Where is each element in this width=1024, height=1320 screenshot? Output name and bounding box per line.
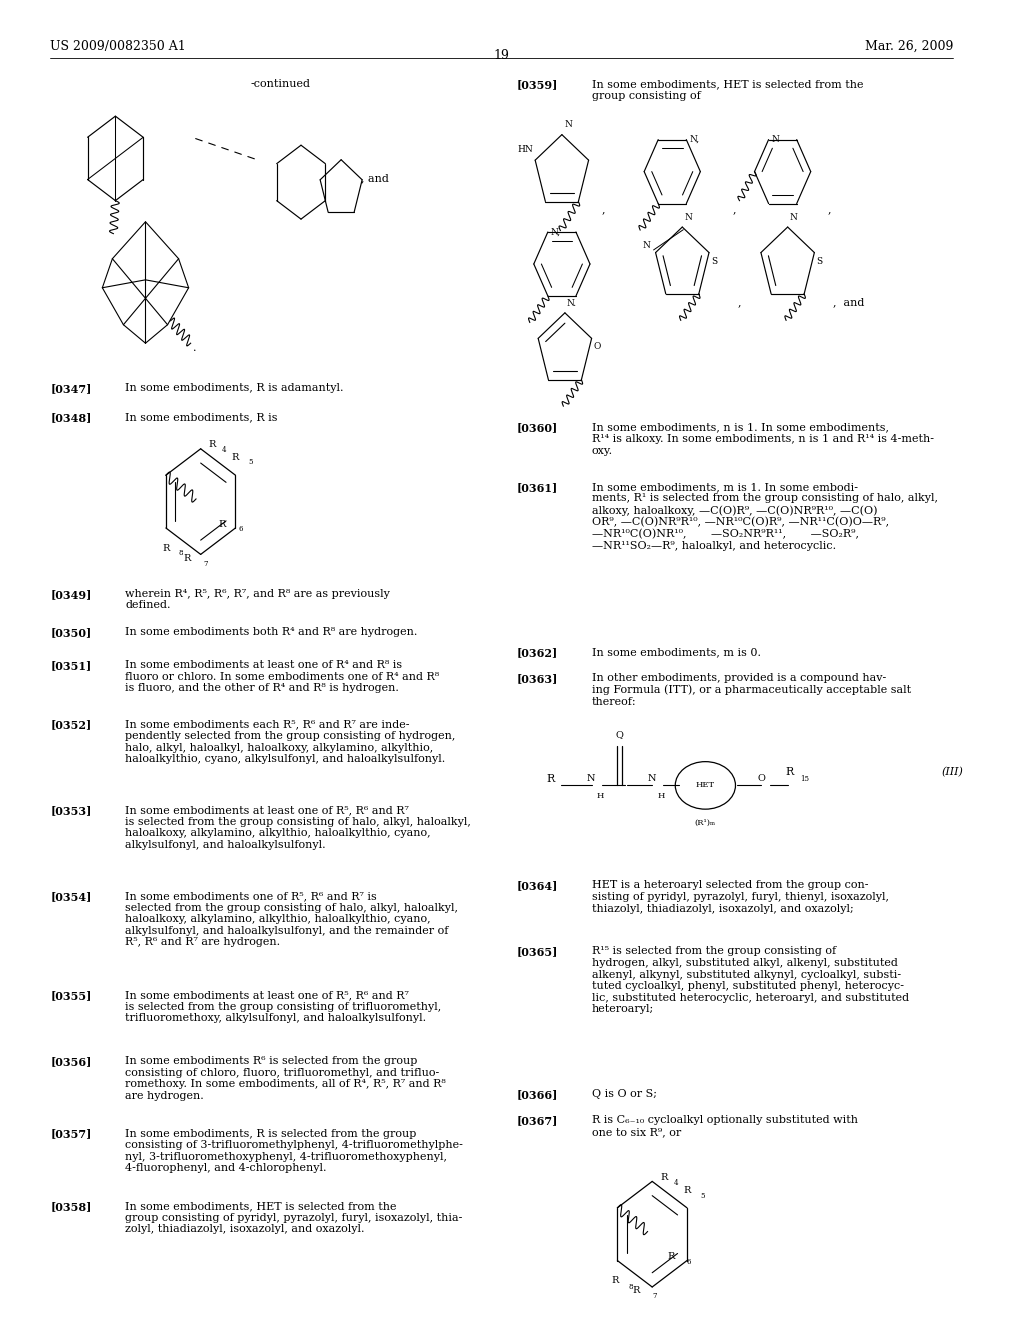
Text: [0365]: [0365] <box>517 946 558 957</box>
Text: R: R <box>218 520 225 528</box>
Text: [0358]: [0358] <box>50 1201 91 1212</box>
Text: N: N <box>684 213 692 222</box>
Text: In some embodiments, HET is selected from the
group consisting of pyridyl, pyraz: In some embodiments, HET is selected fro… <box>125 1201 463 1234</box>
Text: In some embodiments, HET is selected from the
group consisting of: In some embodiments, HET is selected fro… <box>592 79 863 100</box>
Text: [0355]: [0355] <box>50 990 91 1001</box>
Text: In other embodiments, provided is a compound hav-
ing Formula (ITT), or a pharma: In other embodiments, provided is a comp… <box>592 673 911 708</box>
Text: 4: 4 <box>222 446 226 454</box>
Text: ,: , <box>737 297 741 308</box>
Text: 19: 19 <box>494 49 510 62</box>
Text: R: R <box>231 453 240 462</box>
Text: R is C₆₋₁₀ cycloalkyl optionally substituted with
one to six R⁹, or: R is C₆₋₁₀ cycloalkyl optionally substit… <box>592 1115 858 1137</box>
Text: -continued: -continued <box>251 79 311 90</box>
Text: [0363]: [0363] <box>517 673 558 684</box>
Text: 4: 4 <box>673 1179 678 1187</box>
Text: N: N <box>587 775 596 783</box>
Text: [0350]: [0350] <box>50 627 91 638</box>
Text: N: N <box>647 775 655 783</box>
Text: In some embodiments each R⁵, R⁶ and R⁷ are inde-
pendently selected from the gro: In some embodiments each R⁵, R⁶ and R⁷ a… <box>125 719 456 764</box>
Text: [0359]: [0359] <box>517 79 558 90</box>
Text: [0366]: [0366] <box>517 1089 558 1100</box>
Text: In some embodiments one of R⁵, R⁶ and R⁷ is
selected from the group consisting o: In some embodiments one of R⁵, R⁶ and R⁷… <box>125 891 459 948</box>
Text: R: R <box>668 1253 675 1261</box>
Text: N.: N. <box>567 298 578 308</box>
Text: N: N <box>772 135 779 144</box>
Text: Mar. 26, 2009: Mar. 26, 2009 <box>865 40 953 53</box>
Text: [0367]: [0367] <box>517 1115 558 1126</box>
Text: In some embodiments at least one of R⁵, R⁶ and R⁷
is selected from the group con: In some embodiments at least one of R⁵, … <box>125 805 471 850</box>
Text: Q: Q <box>615 730 623 739</box>
Text: [0361]: [0361] <box>517 482 558 492</box>
Text: , and: , and <box>361 173 389 183</box>
Text: 8: 8 <box>629 1283 633 1291</box>
Text: R: R <box>660 1173 668 1181</box>
Text: [0364]: [0364] <box>517 880 558 891</box>
Text: N: N <box>565 120 572 129</box>
Text: ,  and: , and <box>833 297 864 308</box>
Text: [0354]: [0354] <box>50 891 91 902</box>
Text: [0351]: [0351] <box>50 660 91 671</box>
Text: N,: N, <box>551 227 561 236</box>
Text: 6: 6 <box>687 1258 691 1266</box>
Text: In some embodiments, m is 0.: In some embodiments, m is 0. <box>592 647 761 657</box>
Text: 5: 5 <box>700 1192 705 1200</box>
Text: S: S <box>711 256 717 265</box>
Text: US 2009/0082350 A1: US 2009/0082350 A1 <box>50 40 186 53</box>
Text: 6: 6 <box>239 525 243 533</box>
Text: N,: N, <box>689 135 699 144</box>
Text: R: R <box>683 1185 690 1195</box>
Text: [0362]: [0362] <box>517 647 558 657</box>
Text: [0348]: [0348] <box>50 412 91 422</box>
Text: In some embodiments, R is adamantyl.: In some embodiments, R is adamantyl. <box>125 383 344 393</box>
Text: [0353]: [0353] <box>50 805 91 816</box>
Text: O: O <box>758 775 765 783</box>
Text: N: N <box>790 213 798 222</box>
Text: [0356]: [0356] <box>50 1056 91 1067</box>
Text: HN: HN <box>517 145 534 153</box>
Text: 15: 15 <box>800 775 809 783</box>
Text: [0347]: [0347] <box>50 383 91 393</box>
Text: In some embodiments R⁶ is selected from the group
consisting of chloro, fluoro, : In some embodiments R⁶ is selected from … <box>125 1056 446 1101</box>
Text: (III): (III) <box>941 767 964 777</box>
Text: 5: 5 <box>249 458 253 466</box>
Text: In some embodiments, R is selected from the group
consisting of 3-trifluoromethy: In some embodiments, R is selected from … <box>125 1129 463 1173</box>
Text: .: . <box>193 343 197 354</box>
Text: [0349]: [0349] <box>50 589 91 599</box>
Text: In some embodiments at least one of R⁵, R⁶ and R⁷
is selected from the group con: In some embodiments at least one of R⁵, … <box>125 990 441 1023</box>
Text: H: H <box>597 792 604 800</box>
Text: ,: , <box>602 205 605 215</box>
Text: H: H <box>657 792 665 800</box>
Text: HET is a heteroaryl selected from the group con-
sisting of pyridyl, pyrazolyl, : HET is a heteroaryl selected from the gr… <box>592 880 889 913</box>
Text: In some embodiments, n is 1. In some embodiments,
R¹⁴ is alkoxy. In some embodim: In some embodiments, n is 1. In some emb… <box>592 422 934 455</box>
Text: ,: , <box>732 205 736 215</box>
Text: O: O <box>594 342 601 351</box>
Text: wherein R⁴, R⁵, R⁶, R⁷, and R⁸ are as previously
defined.: wherein R⁴, R⁵, R⁶, R⁷, and R⁸ are as pr… <box>125 589 390 610</box>
Text: R: R <box>785 767 794 777</box>
Text: R: R <box>633 1287 640 1295</box>
Text: R: R <box>547 774 555 784</box>
Text: R¹⁵ is selected from the group consisting of
hydrogen, alkyl, substituted alkyl,: R¹⁵ is selected from the group consistin… <box>592 946 909 1015</box>
Text: 8: 8 <box>179 549 183 557</box>
Text: R: R <box>162 544 170 553</box>
Text: [0357]: [0357] <box>50 1129 91 1139</box>
Text: In some embodiments at least one of R⁴ and R⁸ is
fluoro or chloro. In some embod: In some embodiments at least one of R⁴ a… <box>125 660 439 693</box>
Text: S: S <box>816 256 822 265</box>
Text: HET: HET <box>696 781 715 789</box>
Text: N: N <box>643 242 650 251</box>
Text: ,: , <box>827 205 831 215</box>
Text: [0352]: [0352] <box>50 719 91 730</box>
Text: R: R <box>611 1276 620 1286</box>
Text: In some embodiments both R⁴ and R⁸ are hydrogen.: In some embodiments both R⁴ and R⁸ are h… <box>125 627 418 638</box>
Text: (R¹)ₘ: (R¹)ₘ <box>695 818 716 826</box>
Text: R: R <box>209 441 216 449</box>
Text: [0360]: [0360] <box>517 422 558 433</box>
Text: 7: 7 <box>204 560 208 568</box>
Text: 7: 7 <box>652 1292 656 1300</box>
Text: In some embodiments, R is: In some embodiments, R is <box>125 412 278 422</box>
Text: In some embodiments, m is 1. In some embodi-
ments, R¹ is selected from the grou: In some embodiments, m is 1. In some emb… <box>592 482 938 552</box>
Text: Q is O or S;: Q is O or S; <box>592 1089 657 1100</box>
Text: R: R <box>183 554 190 562</box>
